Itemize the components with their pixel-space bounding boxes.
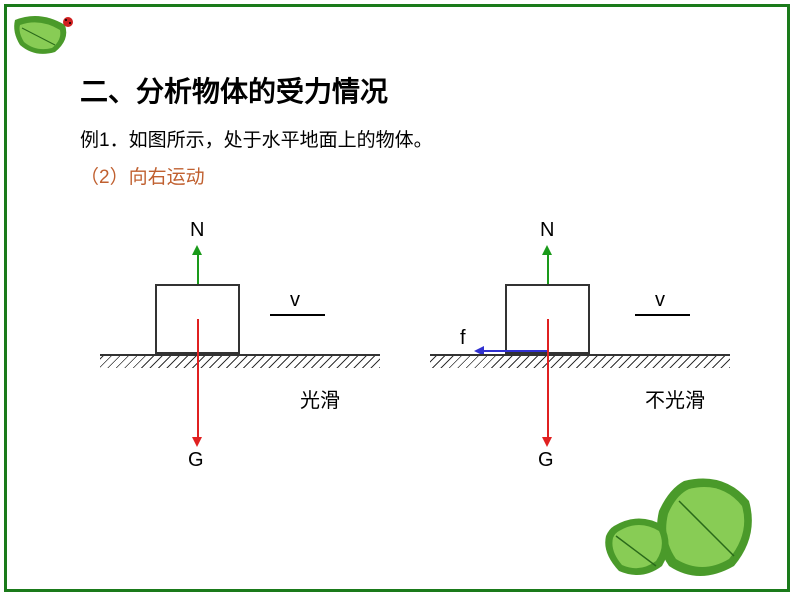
- v-underline-right: [635, 314, 690, 316]
- arrow-N-head-left: [192, 245, 202, 255]
- arrow-G-head-left: [192, 437, 202, 447]
- label-N-right: N: [540, 219, 554, 242]
- label-G-left: G: [188, 449, 204, 472]
- subitem-text: （2）向右运动: [80, 162, 754, 189]
- leaf-decoration-top: [10, 10, 80, 60]
- surface-label-left: 光滑: [300, 384, 340, 413]
- arrow-N-head-right: [542, 245, 552, 255]
- diagrams-container: N v G 光滑 N v: [100, 219, 754, 479]
- v-underline-left: [270, 314, 325, 316]
- example-text: 例1．如图所示，处于水平地面上的物体。: [80, 125, 754, 152]
- surface-label-right: 不光滑: [645, 384, 705, 413]
- content-area: 二、分析物体的受力情况 例1．如图所示，处于水平地面上的物体。 （2）向右运动 …: [80, 70, 754, 479]
- section-title: 二、分析物体的受力情况: [80, 70, 754, 110]
- arrow-G-head-right: [542, 437, 552, 447]
- arrow-f-right: [482, 350, 547, 352]
- label-f-right: f: [460, 327, 466, 350]
- label-N-left: N: [190, 219, 204, 242]
- label-v-right: v: [655, 289, 665, 312]
- ground-hatch-right: [430, 356, 730, 368]
- arrow-G-left: [197, 319, 199, 439]
- ground-hatch-left: [100, 356, 380, 368]
- label-G-right: G: [538, 449, 554, 472]
- arrow-G-right: [547, 319, 549, 439]
- label-v-left: v: [290, 289, 300, 312]
- diagram-right: N v f G 不光滑: [430, 219, 740, 479]
- diagram-left: N v G 光滑: [100, 219, 380, 479]
